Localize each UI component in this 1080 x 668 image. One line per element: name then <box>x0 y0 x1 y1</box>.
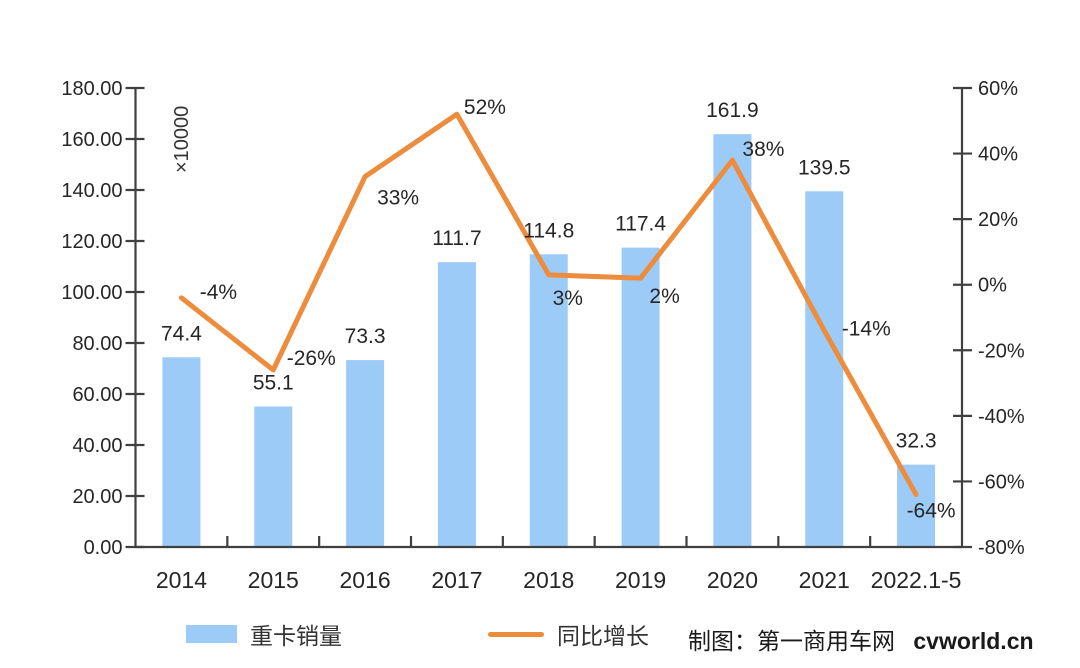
line-value-label: -4% <box>200 281 237 304</box>
left-axis-tick-label: 0.00 <box>84 537 123 559</box>
credit: 制图：第一商用车网 cvworld.cn <box>688 622 1034 656</box>
bar-series-group <box>162 134 936 547</box>
x-axis-label-2021: 2021 <box>799 567 850 593</box>
bar-2022.1-5 <box>897 464 936 547</box>
line-value-label: 2% <box>649 285 679 308</box>
right-axis-tick-label: 20% <box>978 209 1018 231</box>
left-axis-tick-label: 160.00 <box>61 129 122 151</box>
bar-value-label: 73.3 <box>345 325 386 348</box>
bar-value-label: 111.7 <box>432 227 481 250</box>
x-axis-label-2016: 2016 <box>339 567 390 593</box>
right-axis-tick-label: -60% <box>978 471 1025 493</box>
right-axis-tick-label: 40% <box>978 144 1018 166</box>
bar-value-label: 74.4 <box>161 322 202 345</box>
bar-2020 <box>713 134 752 547</box>
x-axis-label-2022.1-5: 2022.1-5 <box>871 567 962 593</box>
line-value-label: 3% <box>553 287 583 310</box>
bar-value-label: 55.1 <box>253 371 294 394</box>
bar-value-label: 139.5 <box>798 156 851 179</box>
bar-2014 <box>162 357 201 547</box>
line-value-label: 52% <box>464 96 506 119</box>
bar-2019 <box>621 247 660 547</box>
line-series-growth <box>178 111 919 498</box>
left-axis-tick-label: 100.00 <box>61 282 122 304</box>
left-axis-tick-label: 20.00 <box>72 486 122 508</box>
line-value-label: -64% <box>907 500 956 523</box>
left-axis-tick-label: 80.00 <box>72 333 122 355</box>
bar-2017 <box>437 262 476 547</box>
bar-series-swatch <box>186 625 237 643</box>
x-axis-label-2019: 2019 <box>615 567 666 593</box>
x-axis-label-2017: 2017 <box>431 567 482 593</box>
x-axis-label-2020: 2020 <box>707 567 758 593</box>
right-axis-tick-label: -80% <box>978 537 1025 559</box>
legend-label-bar-series: 重卡销量 <box>250 623 342 649</box>
left-axis-tick-label: 180.00 <box>61 78 122 100</box>
bar-2015 <box>254 406 293 547</box>
legend-label-line-series: 同比增长 <box>557 623 649 649</box>
left-axis-tick-label: 140.00 <box>61 180 122 202</box>
line-value-label: 33% <box>377 187 419 210</box>
line-value-label: -14% <box>842 318 891 341</box>
line-value-label: -26% <box>287 347 336 370</box>
line-value-label: 38% <box>742 138 784 161</box>
bar-value-label: 117.4 <box>615 213 666 236</box>
right-axis-tick-label: -20% <box>978 340 1025 362</box>
credit-site-url: cvworld.cn <box>913 628 1034 654</box>
bar-value-label: 161.9 <box>706 99 759 122</box>
bar-value-label: 114.8 <box>523 219 574 242</box>
right-axis-tick-label: 60% <box>978 78 1018 100</box>
x-axis-label-2015: 2015 <box>248 567 299 593</box>
bar-value-label: 32.3 <box>896 430 937 453</box>
x-axis-label-2014: 2014 <box>156 567 207 593</box>
combo-chart: 0.00 20.00 40.00 60.00 80.00 100.00 120.00 140.… <box>61 78 1025 593</box>
left-axis-tick-label: 40.00 <box>72 435 122 457</box>
bar-2021 <box>805 191 844 547</box>
right-axis-tick-label: 0% <box>978 275 1007 297</box>
legend-item-line-series[interactable]: 同比增长 <box>488 617 649 651</box>
x-axis-label-2018: 2018 <box>523 567 574 593</box>
bar-2018 <box>529 254 568 547</box>
left-axis-unit-label: ×10000 <box>171 106 193 173</box>
legend-item-bar-series[interactable]: 重卡销量 <box>186 617 342 651</box>
credit-text-cn: 制图：第一商用车网 <box>688 629 895 654</box>
right-axis-tick-label: -40% <box>978 406 1025 428</box>
line-series-swatch <box>488 631 544 637</box>
axes-group <box>125 86 972 549</box>
bar-2016 <box>346 360 385 547</box>
left-axis-tick-label: 120.00 <box>61 231 122 253</box>
left-axis-tick-label: 60.00 <box>72 384 122 406</box>
